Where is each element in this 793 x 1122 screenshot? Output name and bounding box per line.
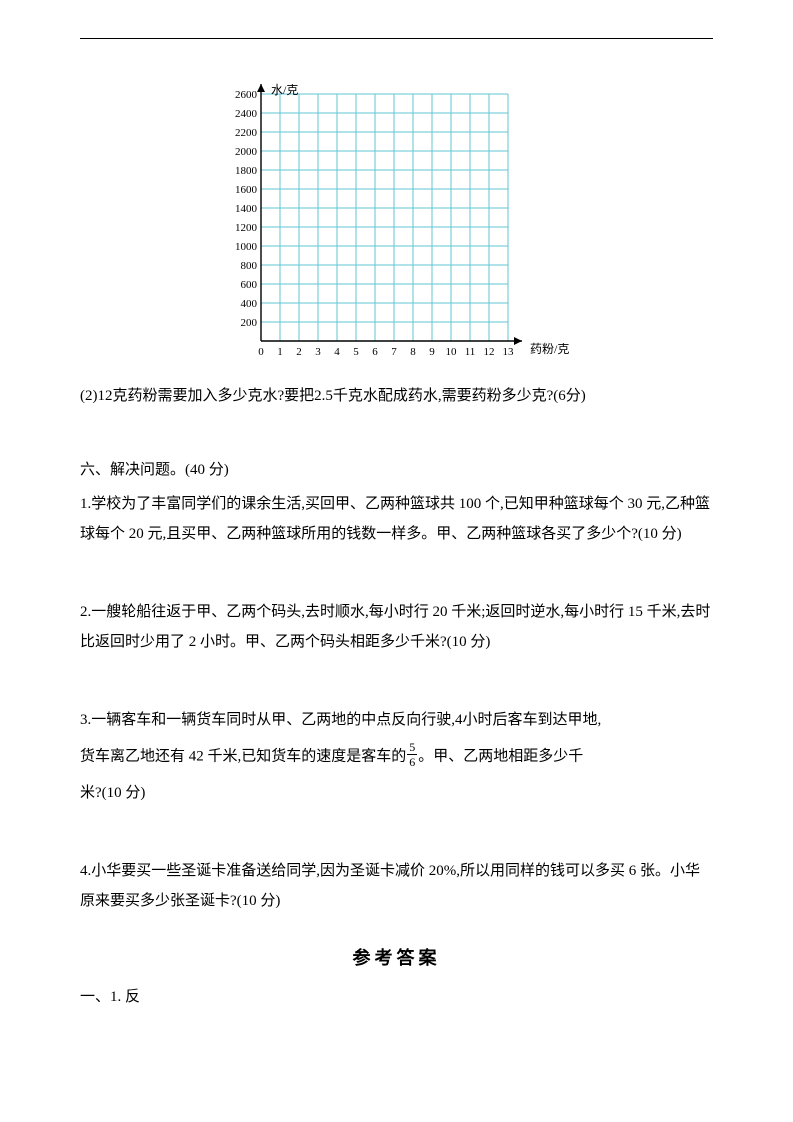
svg-text:9: 9 (429, 346, 435, 358)
svg-text:400: 400 (241, 298, 258, 310)
svg-text:水/克: 水/克 (271, 83, 298, 97)
section-6-title: 六、解决问题。(40 分) (80, 455, 713, 485)
svg-text:200: 200 (241, 317, 258, 329)
problem-3-post: 。甲、乙两地相距多少千 (418, 749, 583, 765)
svg-text:800: 800 (241, 260, 258, 272)
problem-3-line3: 米?(10 分) (80, 778, 713, 808)
answer-1-1: 一、1. 反 (80, 982, 713, 1012)
svg-text:1200: 1200 (235, 222, 258, 234)
svg-text:2000: 2000 (235, 146, 258, 158)
svg-text:1800: 1800 (235, 165, 258, 177)
svg-text:8: 8 (410, 346, 416, 358)
problem-1: 1.学校为了丰富同学们的课余生活,买回甲、乙两种篮球共 100 个,已知甲种篮球… (80, 489, 713, 549)
svg-text:2: 2 (296, 346, 302, 358)
svg-text:1: 1 (277, 346, 283, 358)
svg-text:2400: 2400 (235, 108, 258, 120)
top-rule (80, 38, 713, 39)
grid-chart: 200 400 600 800 1000 1200 1400 1600 1800 2000 2200… (215, 80, 578, 367)
svg-text:0: 0 (258, 346, 264, 358)
svg-text:11: 11 (465, 346, 476, 358)
svg-text:7: 7 (391, 346, 397, 358)
fraction-num: 5 (407, 741, 417, 755)
problem-3: 3.一辆客车和一辆货车同时从甲、乙两地的中点反向行驶,4小时后客车到达甲地, 货… (80, 705, 713, 808)
svg-text:4: 4 (334, 346, 340, 358)
svg-text:2600: 2600 (235, 89, 258, 101)
svg-text:1000: 1000 (235, 241, 258, 253)
chart-container: 200 400 600 800 1000 1200 1400 1600 1800 2000 2200… (80, 80, 713, 367)
svg-text:13: 13 (503, 346, 515, 358)
svg-text:1600: 1600 (235, 184, 258, 196)
chart-svg: 200 400 600 800 1000 1200 1400 1600 1800 2000 2200… (215, 80, 578, 367)
svg-text:3: 3 (315, 346, 321, 358)
svg-text:1400: 1400 (235, 203, 258, 215)
svg-text:药粉/克: 药粉/克 (530, 342, 569, 356)
svg-text:5: 5 (353, 346, 359, 358)
problem-4: 4.小华要买一些圣诞卡准备送给同学,因为圣诞卡减价 20%,所以用同样的钱可以多… (80, 856, 713, 916)
svg-text:600: 600 (241, 279, 258, 291)
problem-2: 2.一艘轮船往返于甲、乙两个码头,去时顺水,每小时行 20 千米;返回时逆水,每… (80, 597, 713, 657)
problem-3-line2: 货车离乙地还有 42 千米,已知货车的速度是客车的56。甲、乙两地相距多少千 (80, 741, 713, 772)
problem-3-pre: 货车离乙地还有 42 千米,已知货车的速度是客车的 (80, 749, 406, 765)
svg-text:12: 12 (484, 346, 495, 358)
svg-text:10: 10 (446, 346, 458, 358)
fraction-5-6: 56 (406, 741, 418, 768)
problem-3-line1: 3.一辆客车和一辆货车同时从甲、乙两地的中点反向行驶,4小时后客车到达甲地, (80, 705, 713, 735)
svg-text:6: 6 (372, 346, 378, 358)
question-5-2: (2)12克药粉需要加入多少克水?要把2.5千克水配成药水,需要药粉多少克?(6… (80, 381, 713, 411)
answers-heading: 参考答案 (80, 944, 713, 970)
svg-text:2200: 2200 (235, 127, 258, 139)
fraction-den: 6 (407, 755, 417, 768)
